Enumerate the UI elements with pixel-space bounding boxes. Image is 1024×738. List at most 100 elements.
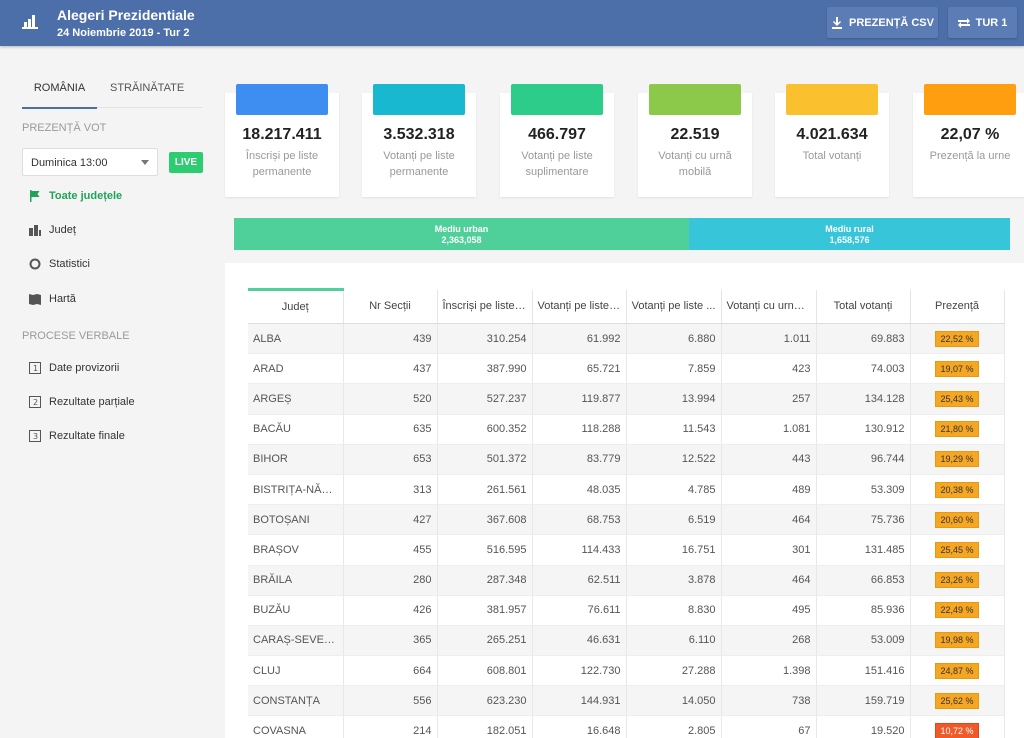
table-cell: 96.744 — [816, 444, 911, 475]
nav-statistici[interactable]: Statistici — [29, 256, 90, 272]
card-urna-mobila: 22.519 Votanți cu urnă mobilă — [638, 84, 752, 197]
nav-toate-judetele[interactable]: Toate județele — [29, 188, 122, 204]
table-cell: 119.877 — [532, 383, 627, 415]
table-row[interactable]: BRAȘOV 455 516.595 114.433 16.751 301 131.485 2… — [248, 534, 1005, 566]
table-row[interactable]: BACĂU 635 600.352 118.288 11.543 1.081 130.912… — [248, 414, 1005, 445]
table-cell: 1.081 — [721, 414, 817, 445]
table-row[interactable]: ARAD 437 387.990 65.721 7.859 423 74.003 19,07 … — [248, 353, 1005, 385]
table-cell: 65.721 — [532, 353, 627, 385]
table-cell: 122.730 — [532, 655, 627, 687]
urban-split-bar: Mediu urban 2,363,058 — [234, 218, 689, 250]
country-tabs: ROMÂNIA STRĂINĂTATE — [22, 82, 203, 109]
card-value: 22.519 — [670, 126, 720, 143]
building-icon — [29, 225, 41, 236]
card-label: Votanți pe liste permanente — [383, 150, 455, 178]
table-cell: 53.009 — [816, 625, 911, 657]
table-cell: 387.990 — [437, 353, 533, 385]
prezenta-cell: 22,49 % — [910, 595, 1005, 626]
table-cell: 62.511 — [532, 565, 627, 596]
table-cell: 6.110 — [626, 625, 722, 657]
card-votanti-permanente: 3.532.318 Votanți pe liste permanente — [362, 84, 476, 197]
tab-romania[interactable]: ROMÂNIA — [22, 82, 97, 109]
prezenta-cell: 25,43 % — [910, 383, 1005, 415]
column-header[interactable]: Înscriși pe liste ... — [437, 289, 533, 324]
nav-rezultate-finale[interactable]: 3 Rezultate finale — [29, 428, 125, 444]
table-cell: 159.719 — [816, 685, 911, 717]
live-button[interactable]: LIVE — [169, 152, 203, 173]
card-votanti-suplimentare: 466.797 Votanți pe liste suplimentare — [500, 84, 614, 197]
county-name: BIHOR — [248, 444, 344, 475]
table-row[interactable]: BISTRIȚA-NĂS... 313 261.561 48.035 4.785 489 5… — [248, 474, 1005, 506]
table-cell: 464 — [721, 504, 817, 536]
table-cell: 257 — [721, 383, 817, 415]
rural-value: 1,658,576 — [829, 235, 870, 245]
table-row[interactable]: COVASNA 214 182.051 16.648 2.805 67 19.520 10,7… — [248, 715, 1005, 738]
nav-harta-label: Hartă — [49, 293, 76, 305]
table-row[interactable]: BIHOR 653 501.372 83.779 12.522 443 96.744 19,2… — [248, 444, 1005, 475]
nav-date-provizorii[interactable]: 1 Date provizorii — [29, 360, 119, 376]
nav-judet[interactable]: Județ — [29, 222, 76, 238]
doc-2-icon: 2 — [29, 396, 41, 408]
column-header[interactable]: Prezență — [910, 289, 1005, 324]
table-cell: 423 — [721, 353, 817, 385]
table-cell: 261.561 — [437, 474, 533, 506]
card-label: Votanți cu urnă mobilă — [658, 150, 732, 178]
table-cell: 2.805 — [626, 715, 722, 738]
flag-icon — [30, 190, 40, 202]
card-label: Votanți pe liste suplimentare — [521, 150, 593, 178]
top-bar: Alegeri Prezidentiale 24 Noiembrie 2019 … — [0, 0, 1024, 46]
column-header[interactable]: Județ — [248, 288, 344, 324]
county-name: CARAȘ-SEVERIN — [248, 625, 344, 657]
urban-value: 2,363,058 — [441, 235, 482, 245]
table-cell: 301 — [721, 534, 817, 566]
table-cell: 623.230 — [437, 685, 533, 717]
prezenta-cell: 20,38 % — [910, 474, 1005, 506]
doc-1-icon: 1 — [29, 362, 41, 374]
column-header[interactable]: Total votanți — [816, 289, 911, 324]
table-cell: 367.608 — [437, 504, 533, 536]
table-row[interactable]: BUZĂU 426 381.957 76.611 8.830 495 85.936 22,49… — [248, 595, 1005, 626]
table-row[interactable]: ARGEȘ 520 527.237 119.877 13.994 257 134.128 25… — [248, 383, 1005, 415]
table-cell: 7.859 — [626, 353, 722, 385]
table-cell: 664 — [343, 655, 438, 687]
nav-rezultate-partiale[interactable]: 2 Rezultate parțiale — [29, 394, 135, 410]
table-cell: 287.348 — [437, 565, 533, 596]
county-table: Județ Nr Secții Înscriși pe liste ... Votan… — [248, 288, 1005, 738]
table-row[interactable]: BRĂILA 280 287.348 62.511 3.878 464 66.853 23,2… — [248, 565, 1005, 596]
table-cell: 16.751 — [626, 534, 722, 566]
table-cell: 439 — [343, 323, 438, 355]
table-cell: 556 — [343, 685, 438, 717]
table-row[interactable]: BOTOȘANI 427 367.608 68.753 6.519 464 75.736 20… — [248, 504, 1005, 536]
county-name: BOTOȘANI — [248, 504, 344, 536]
column-header[interactable]: Votanți pe liste ... — [532, 289, 627, 324]
table-row[interactable]: ALBA 439 310.254 61.992 6.880 1.011 69.883 22,5… — [248, 323, 1005, 355]
table-cell: 144.931 — [532, 685, 627, 717]
time-select[interactable]: Duminica 13:00 — [22, 148, 158, 176]
county-name: BRĂILA — [248, 565, 344, 596]
column-header[interactable]: Votanți pe liste ... — [626, 289, 722, 324]
column-header[interactable]: Votanți cu urnă ... — [721, 289, 817, 324]
card-value: 22,07 % — [940, 126, 1000, 143]
prezenta-badge: 22,52 % — [935, 330, 979, 347]
table-cell: 46.631 — [532, 625, 627, 657]
prezenta-cell: 23,26 % — [910, 565, 1005, 596]
table-cell: 27.288 — [626, 655, 722, 687]
table-cell: 134.128 — [816, 383, 911, 415]
column-header[interactable]: Nr Secții — [343, 289, 438, 324]
prezenta-cell: 10,72 % — [910, 715, 1005, 738]
tab-strainatate[interactable]: STRĂINĂTATE — [110, 82, 185, 94]
table-row[interactable]: CLUJ 664 608.801 122.730 27.288 1.398 151.416 2… — [248, 655, 1005, 687]
table-cell: 67 — [721, 715, 817, 738]
download-icon — [832, 16, 843, 29]
table-row[interactable]: CONSTANȚA 556 623.230 144.931 14.050 738 159.7… — [248, 685, 1005, 717]
map-icon — [29, 294, 41, 305]
tur-1-button[interactable]: TUR 1 — [948, 7, 1017, 38]
rural-label: Mediu rural — [825, 224, 874, 234]
table-row[interactable]: CARAȘ-SEVERIN 365 265.251 46.631 6.110 268 53.… — [248, 625, 1005, 657]
table-cell: 85.936 — [816, 595, 911, 626]
prezenta-csv-button[interactable]: PREZENȚĂ CSV — [827, 7, 938, 38]
table-cell: 310.254 — [437, 323, 533, 355]
county-name: CONSTANȚA — [248, 685, 344, 717]
table-cell: 265.251 — [437, 625, 533, 657]
nav-harta[interactable]: Hartă — [29, 291, 76, 307]
